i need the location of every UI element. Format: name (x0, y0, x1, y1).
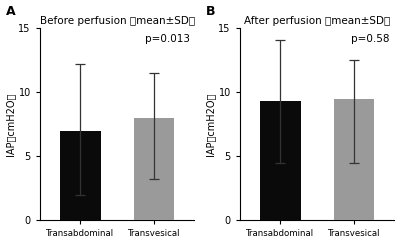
Bar (134, 118, 174, 220)
Title: After perfusion （mean±SD）: After perfusion （mean±SD） (244, 16, 390, 26)
Text: p=0.58: p=0.58 (351, 34, 390, 44)
Bar (334, 99, 374, 220)
Text: B: B (206, 5, 215, 18)
Text: A: A (6, 5, 15, 18)
Bar (260, 101, 300, 220)
Text: p=0.013: p=0.013 (145, 34, 190, 44)
Title: Before perfusion （mean±SD）: Before perfusion （mean±SD） (40, 16, 195, 26)
Y-axis label: IAP（cmH2O）: IAP（cmH2O） (206, 92, 216, 156)
Bar (60, 131, 100, 220)
Y-axis label: IAP（cmH2O）: IAP（cmH2O） (6, 92, 16, 156)
